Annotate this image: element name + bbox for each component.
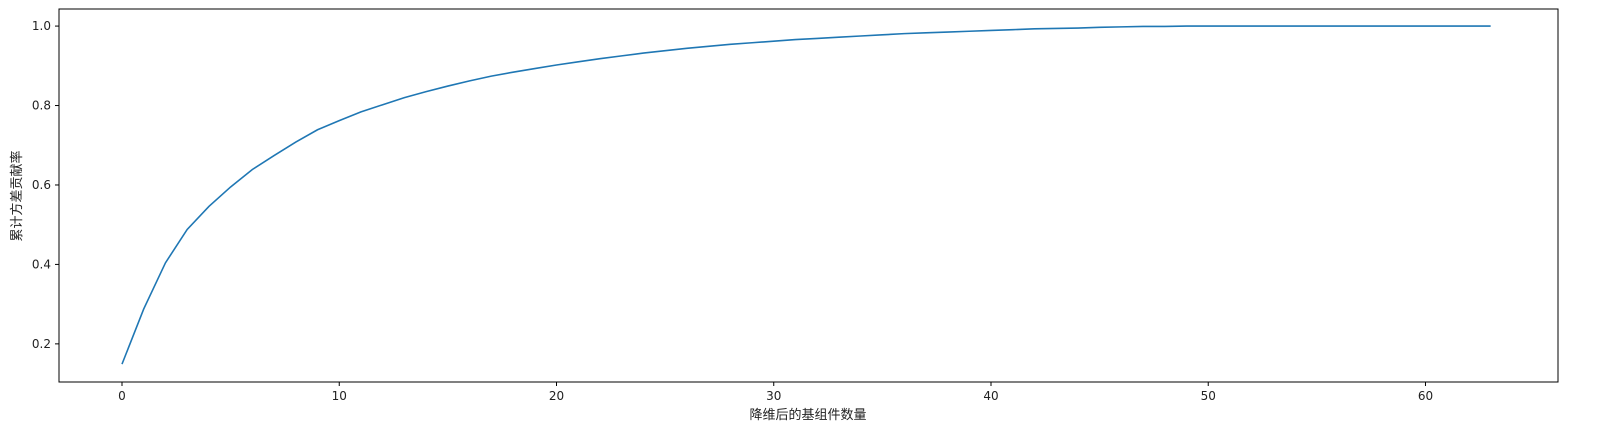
x-axis-ticks: 0 10 20 30 40 50 60 <box>118 382 1433 403</box>
y-tick-label: 0.6 <box>32 178 51 192</box>
x-axis-label: 降维后的基组件数量 <box>749 407 866 423</box>
x-tick-label: 60 <box>1418 389 1433 403</box>
y-axis-label: 累计方差贡献率 <box>9 150 25 241</box>
x-tick-label: 0 <box>118 389 126 403</box>
y-axis-ticks: 0.2 0.4 0.6 0.8 1.0 <box>32 19 59 351</box>
x-tick-label: 20 <box>549 389 564 403</box>
x-tick-label: 30 <box>766 389 781 403</box>
y-tick-label: 0.2 <box>32 337 51 351</box>
y-tick-label: 0.4 <box>32 257 51 271</box>
y-tick-label: 0.8 <box>32 99 51 113</box>
x-tick-label: 10 <box>332 389 347 403</box>
y-tick-label: 1.0 <box>32 19 51 33</box>
plot-frame <box>58 8 1559 383</box>
x-tick-label: 50 <box>1201 389 1216 403</box>
x-tick-label: 40 <box>983 389 998 403</box>
cumulative-variance-line <box>121 25 1491 365</box>
